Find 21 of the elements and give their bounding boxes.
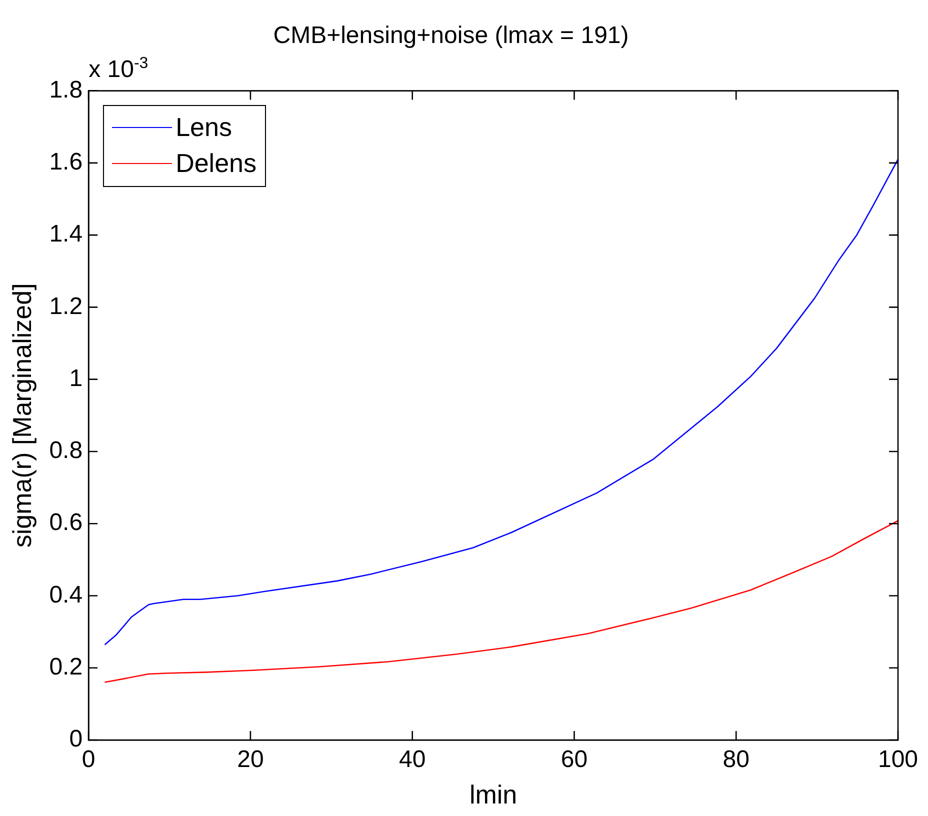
x-tick-label: 40 — [398, 746, 426, 774]
y-tick-label: 0.8 — [49, 437, 83, 464]
y-tick-label: 1 — [69, 364, 83, 392]
x-tick-label: 20 — [237, 746, 264, 774]
chart-title: CMB+lensing+noise (lmax = 191) — [273, 22, 629, 50]
y-tick-label: 1.4 — [49, 220, 83, 248]
y-tick-label: 0.2 — [49, 653, 83, 680]
x-axis-title: lmin — [469, 780, 518, 810]
y-tick-label: 1.2 — [49, 292, 83, 320]
x-tick-label: 60 — [560, 746, 588, 774]
y-tick-label: 1.6 — [49, 148, 83, 176]
text: x 10$^{-3}$ — [88, 54, 148, 84]
y-tick-label: 0.4 — [49, 581, 83, 608]
legend-label: Lens — [176, 112, 232, 144]
legend-label: Delens — [176, 148, 256, 180]
y-axis-title: sigma(r) [Marginalized] — [6, 283, 37, 548]
x-tick-label: 80 — [722, 746, 750, 774]
y-tick-label: 1.8 — [49, 76, 83, 104]
y-tick-label: 0.6 — [49, 509, 83, 536]
x-tick-label: 100 — [878, 746, 918, 774]
y-tick-label: 0 — [69, 726, 83, 753]
